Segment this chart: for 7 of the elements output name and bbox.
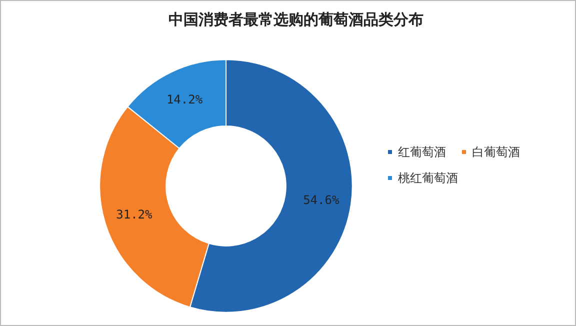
data-label: 54.6% bbox=[303, 192, 340, 207]
legend-label: 红葡萄酒 bbox=[398, 145, 446, 159]
legend-label: 白葡萄酒 bbox=[472, 145, 520, 159]
data-label: 14.2% bbox=[166, 92, 204, 106]
data-label: 31.2% bbox=[116, 208, 154, 222]
legend-label: 桃红葡萄酒 bbox=[398, 171, 458, 185]
chart-title: 中国消费者最常选购的葡萄酒品类分布 bbox=[168, 10, 424, 28]
